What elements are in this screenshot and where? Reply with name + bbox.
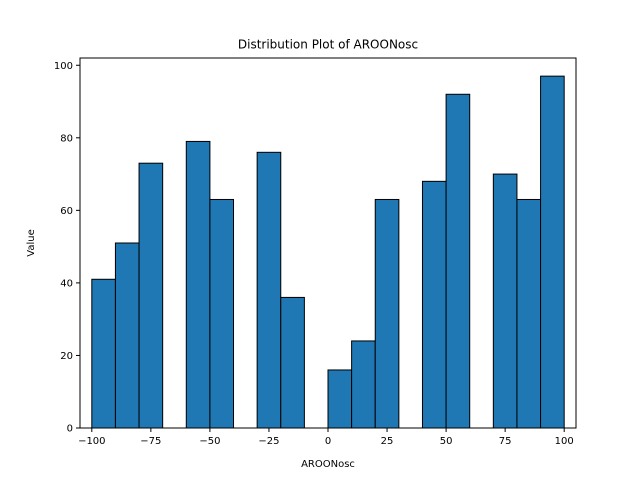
histogram-bar (445, 93, 471, 429)
x-tick-label: 50 (440, 436, 453, 447)
y-tick-label: 40 (60, 278, 73, 289)
y-tick-label: 20 (60, 351, 73, 362)
histogram-bar (540, 75, 565, 429)
histogram-bar (421, 180, 447, 429)
histogram-bar (280, 296, 305, 429)
histogram-bar (351, 340, 376, 429)
histogram-bar (91, 278, 116, 429)
x-tick-label: −75 (140, 436, 161, 447)
histogram-bar (256, 151, 282, 429)
y-tick-label: 0 (67, 424, 73, 435)
x-tick-label: 75 (499, 436, 512, 447)
chart-title: Distribution Plot of AROONosc (238, 38, 418, 52)
histogram-bar (492, 173, 518, 429)
bars-group (91, 75, 565, 429)
x-tick-label: 25 (381, 436, 394, 447)
y-tick-label: 100 (54, 61, 73, 72)
x-tick-label: 100 (555, 436, 574, 447)
histogram-bar (327, 369, 353, 429)
x-axis-label: AROONosc (301, 459, 355, 470)
histogram-bar (209, 198, 235, 429)
x-tick-label: 0 (325, 436, 331, 447)
y-axis-label: Value (26, 229, 37, 256)
histogram-bar (516, 198, 542, 429)
y-tick-label: 80 (60, 133, 73, 144)
x-tick-label: −100 (78, 436, 105, 447)
histogram-bar (138, 162, 164, 429)
y-axis: 0 20 40 60 80 100 (54, 61, 80, 435)
histogram-bar (185, 140, 211, 429)
x-tick-label: −50 (199, 436, 220, 447)
x-axis: −100 −75 −50 −25 0 25 50 75 100 (78, 428, 574, 447)
y-tick-label: 60 (60, 206, 73, 217)
histogram-bar (114, 242, 140, 429)
x-tick-label: −25 (258, 436, 279, 447)
histogram-bar (374, 198, 400, 429)
